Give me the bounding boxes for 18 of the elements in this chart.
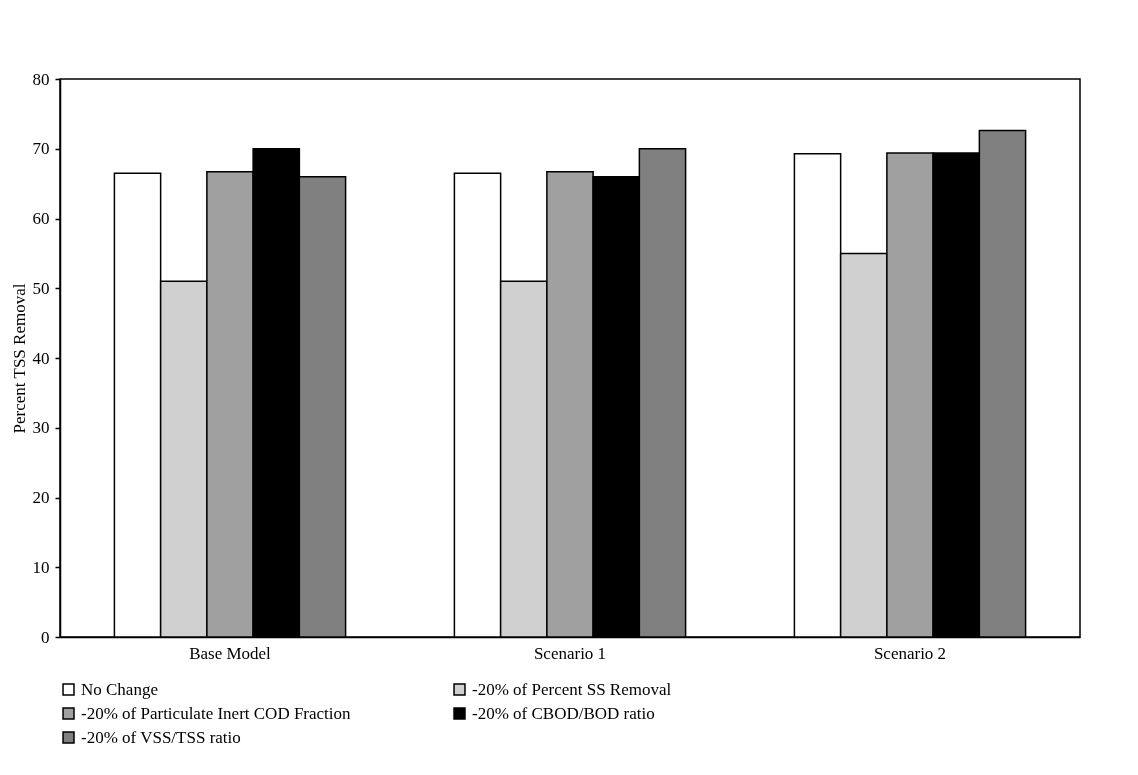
x-tick-label: Scenario 1: [533, 643, 607, 663]
legend-label: No Change: [81, 679, 158, 699]
y-axis-title: Percent TSS Removal: [9, 283, 29, 434]
y-tick-label: 10: [32, 557, 50, 577]
y-tick-label: 40: [32, 348, 50, 368]
y-tick-label: 70: [32, 139, 50, 159]
legend-label: -20% of Particulate Inert COD Fraction: [81, 703, 352, 723]
legend-label: -20% of Percent SS Removal: [472, 679, 672, 699]
y-tick-label: 80: [32, 69, 50, 89]
y-tick-label: 0: [41, 627, 50, 647]
legend-label: -20% of VSS/TSS ratio: [81, 727, 241, 747]
y-tick-label: 50: [32, 278, 50, 298]
x-tick-label: Scenario 2: [873, 643, 947, 663]
y-tick-label: 20: [32, 488, 50, 507]
y-tick-label: 60: [32, 209, 50, 228]
y-tick-label: 30: [32, 418, 50, 438]
legend-label: -20% of CBOD/BOD ratio: [472, 703, 655, 723]
x-tick-label: Base Model: [189, 643, 272, 663]
